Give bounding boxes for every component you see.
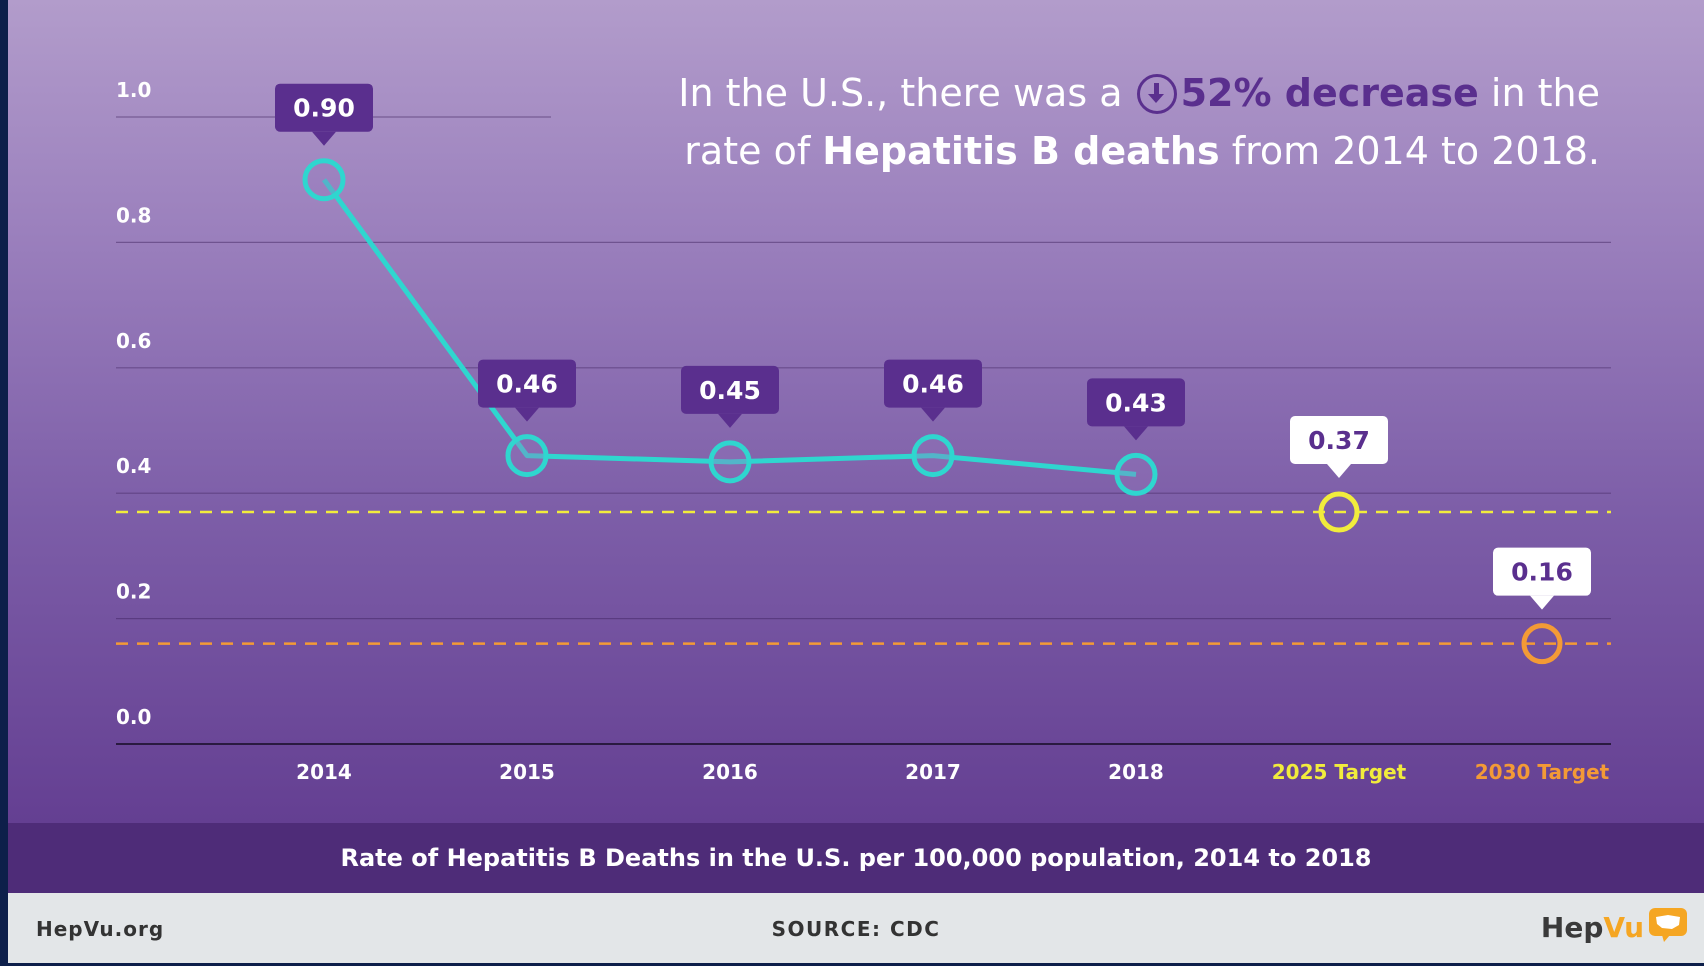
target-label-box [1290, 416, 1388, 465]
y-tick-label: 0.6 [116, 329, 151, 353]
hepvu-logo[interactable]: Hep Vu [1541, 907, 1688, 947]
x-tick-label: 2030 Target [1475, 760, 1610, 784]
headline-highlight: 52% decrease [1180, 71, 1479, 115]
target-point [1318, 491, 1360, 533]
headline-bold: Hepatitis B deaths [822, 129, 1220, 173]
data-point [708, 440, 752, 484]
source-text: SOURCE: CDC [771, 917, 941, 941]
chart-panel: 0.0 0.2 0.4 0.6 0.8 1.0 2014 2015 2016 2017 2018 20… [8, 0, 1704, 823]
down-arrow-icon [1136, 74, 1177, 114]
data-point [1114, 452, 1158, 496]
series-line [321, 178, 1137, 477]
footer: HepVu.org SOURCE: CDC Hep Vu [8, 893, 1704, 963]
logo-text-hep: Hep [1540, 910, 1604, 944]
data-label-pointer [718, 413, 742, 428]
target-label-pointer [1327, 464, 1351, 479]
data-label-pointer [312, 131, 336, 146]
target-label-label: 0.37 [1308, 426, 1370, 455]
y-tick-label: 1.0 [116, 78, 151, 102]
headline-part3: from 2014 to 2018. [1231, 129, 1600, 173]
x-tick-label: 2016 [702, 760, 758, 784]
headline-part1: In the U.S., there was a [678, 71, 1123, 115]
map-bubble-icon [1648, 907, 1688, 947]
y-tick-label: 0.0 [116, 705, 151, 729]
logo-text-vu: Vu [1603, 910, 1644, 944]
data-label-pointer [1124, 426, 1148, 441]
data-label-label: 0.90 [293, 94, 355, 123]
line-chart: 0.0 0.2 0.4 0.6 0.8 1.0 2014 2015 2016 2017 2018 20… [116, 78, 1611, 784]
y-tick-label: 0.8 [116, 203, 151, 227]
x-tick-label: 2015 [499, 760, 555, 784]
data-label-label: 0.43 [1105, 388, 1167, 417]
data-point [302, 158, 346, 202]
chart-caption: Rate of Hepatitis B Deaths in the U.S. p… [8, 823, 1704, 893]
headline: In the U.S., there was a 52% decrease in… [600, 64, 1600, 180]
x-tick-label: 2014 [296, 760, 352, 784]
target-point [1521, 623, 1563, 665]
data-label-pointer [515, 407, 539, 422]
data-label-box [1087, 378, 1185, 427]
headline-part2: in the rate of [684, 71, 1600, 173]
x-tick-label: 2025 Target [1272, 760, 1407, 784]
infographic-frame: 0.0 0.2 0.4 0.6 0.8 1.0 2014 2015 2016 2017 2018 20… [8, 0, 1704, 963]
x-tick-label: 2017 [905, 760, 961, 784]
data-label-pointer [921, 407, 945, 422]
data-label-box [681, 365, 779, 414]
data-point [911, 434, 955, 478]
target-label-label: 0.16 [1511, 558, 1573, 587]
x-tick-label: 2018 [1108, 760, 1164, 784]
data-label-box [275, 83, 373, 132]
y-tick-label: 0.2 [116, 580, 151, 604]
target-label-box [1493, 547, 1591, 596]
site-link[interactable]: HepVu.org [36, 917, 165, 941]
data-label-box [884, 359, 982, 408]
data-label-label: 0.46 [902, 370, 964, 399]
data-point [505, 434, 549, 478]
data-label-label: 0.46 [496, 370, 558, 399]
data-label-box [478, 359, 576, 408]
y-tick-label: 0.4 [116, 454, 151, 478]
target-label-pointer [1530, 595, 1554, 610]
data-label-label: 0.45 [699, 376, 761, 405]
